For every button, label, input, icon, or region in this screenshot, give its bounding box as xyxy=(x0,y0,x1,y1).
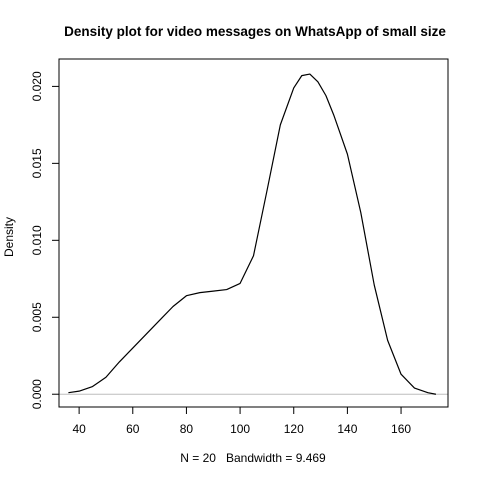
density-curve-0 xyxy=(68,73,437,395)
plot-layer: 40 60 80 100 120 140 160 0.000 0.005 0.010 0.015 0.… xyxy=(30,58,449,436)
x-tick-label-40: 40 xyxy=(72,422,86,436)
y-tick-label-0.020: 0.020 xyxy=(30,71,44,101)
y-tick-label-0.005: 0.005 xyxy=(30,302,44,332)
y-tick-label-0.015: 0.015 xyxy=(30,148,44,178)
x-tick-label-140: 140 xyxy=(337,422,357,436)
x-tick-label-80: 80 xyxy=(180,422,194,436)
x-tick-label-120: 120 xyxy=(284,422,304,436)
y-axis-label: Density xyxy=(2,217,16,257)
y-tick-label-0.010: 0.010 xyxy=(30,225,44,255)
x-axis-label: N = 20 Bandwidth = 9.469 xyxy=(180,451,326,465)
y-tick-label-0.000: 0.000 xyxy=(30,379,44,409)
x-tick-label-60: 60 xyxy=(126,422,140,436)
x-tick-label-160: 160 xyxy=(391,422,411,436)
plot-frame xyxy=(58,58,449,408)
x-tick-label-100: 100 xyxy=(230,422,250,436)
chart-title: Density plot for video messages on Whats… xyxy=(64,24,446,39)
